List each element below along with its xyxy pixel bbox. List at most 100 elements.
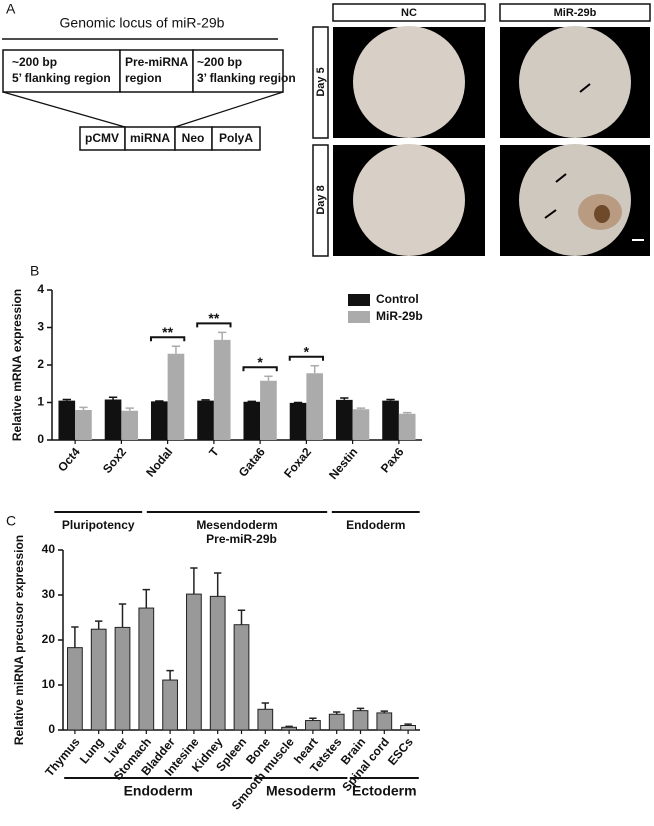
error-bar (190, 567, 198, 595)
bar (376, 712, 393, 731)
y-tick-label: 10 (42, 677, 56, 691)
column-header (499, 3, 651, 22)
well (353, 26, 465, 138)
locus-title: Genomic locus of miR-29b (60, 15, 225, 31)
error-bar (201, 399, 210, 401)
bar (67, 647, 83, 731)
error-bar (285, 725, 293, 728)
bar (186, 593, 202, 731)
x-tick-label: ESCs (385, 735, 416, 768)
bar (352, 710, 369, 731)
y-tick-label: 0 (37, 432, 44, 446)
significance-bracket (149, 336, 186, 342)
group-label: Ectoderm (352, 783, 417, 799)
y-tick-label: 40 (42, 542, 56, 556)
error-bar (340, 397, 349, 400)
locus-text: Pre-miRNA (125, 55, 189, 69)
legend-label: Control (376, 292, 419, 306)
construct-box (211, 126, 261, 151)
error-bar (264, 375, 273, 381)
error-bar (125, 407, 134, 411)
bar (305, 720, 321, 731)
bar (121, 410, 139, 440)
construct-text: PolyA (219, 131, 253, 145)
bar (162, 679, 178, 731)
bar (197, 400, 214, 440)
legend-swatch (348, 311, 370, 323)
x-tick-label: Gata6 (236, 445, 268, 480)
y-axis-label: Relative mRNA expression (10, 289, 24, 441)
error-bar (142, 588, 150, 609)
bar (167, 353, 185, 440)
y-tick-label: 3 (37, 320, 44, 334)
bar (138, 607, 155, 731)
bar (257, 708, 274, 731)
x-tick-label: Foxa2 (281, 445, 314, 481)
significance-bracket (196, 322, 232, 328)
bar (243, 401, 261, 440)
locus-box (192, 49, 284, 93)
construct-text: Neo (182, 131, 205, 145)
group-label: Endoderm (346, 518, 405, 532)
arrow (544, 209, 557, 219)
x-tick-label: T (206, 444, 222, 459)
error-bar (356, 707, 365, 711)
panel-label: B (30, 263, 39, 279)
error-bar (404, 723, 412, 726)
bar (58, 400, 76, 440)
error-bar (261, 702, 269, 710)
row-header (312, 26, 329, 139)
y-tick-label: 20 (42, 632, 56, 646)
bar (306, 373, 324, 440)
bar (90, 628, 107, 731)
locus-text: ~200 bp (197, 55, 242, 69)
well (353, 144, 465, 256)
x-tick-label: Pax6 (378, 445, 407, 476)
y-tick-label: 1 (37, 395, 44, 409)
bar (289, 402, 307, 440)
bar (335, 399, 353, 440)
locus-text: 5’ flanking region (12, 71, 111, 85)
locus-text: 3’ flanking region (197, 71, 296, 85)
legend-label: MiR-29b (376, 309, 423, 323)
error-bar (309, 717, 317, 721)
group-label: Endoderm (124, 783, 193, 799)
bar (209, 595, 226, 731)
column-header (332, 3, 486, 22)
bar (281, 726, 297, 731)
bar (400, 725, 416, 731)
bar (382, 400, 399, 440)
error-bar (333, 711, 341, 715)
group-label: Pluripotency (62, 518, 135, 532)
bar (75, 410, 92, 440)
x-tick-label: Sox2 (100, 445, 129, 476)
y-tick-label: 30 (42, 587, 56, 601)
error-bar (71, 626, 79, 648)
x-tick-label: Nodal (143, 445, 175, 480)
bar (352, 409, 370, 440)
construct-text: pCMV (85, 131, 119, 145)
bar (114, 626, 131, 731)
significance-label: * (257, 354, 263, 370)
error-bar (380, 710, 388, 713)
bar (104, 399, 122, 440)
bar (150, 401, 168, 440)
error-bar (108, 396, 118, 400)
column-label: MiR-29b (554, 7, 597, 19)
row-header (312, 144, 329, 257)
chart-title: Pre-miR-29b (206, 532, 277, 546)
x-tick-label: Lung (77, 735, 107, 766)
y-tick-label: 4 (37, 282, 44, 296)
construct-text: miRNA (130, 131, 170, 145)
bar (260, 380, 277, 440)
x-tick-label: Oct4 (55, 445, 83, 475)
error-bar (62, 398, 71, 401)
well (519, 26, 631, 138)
group-label: Mesoderm (266, 783, 336, 799)
significance-bracket (288, 355, 325, 361)
y-tick-label: 2 (37, 357, 44, 371)
panel-label: C (6, 513, 16, 529)
panel-label: A (6, 1, 16, 17)
error-bar (95, 620, 103, 630)
